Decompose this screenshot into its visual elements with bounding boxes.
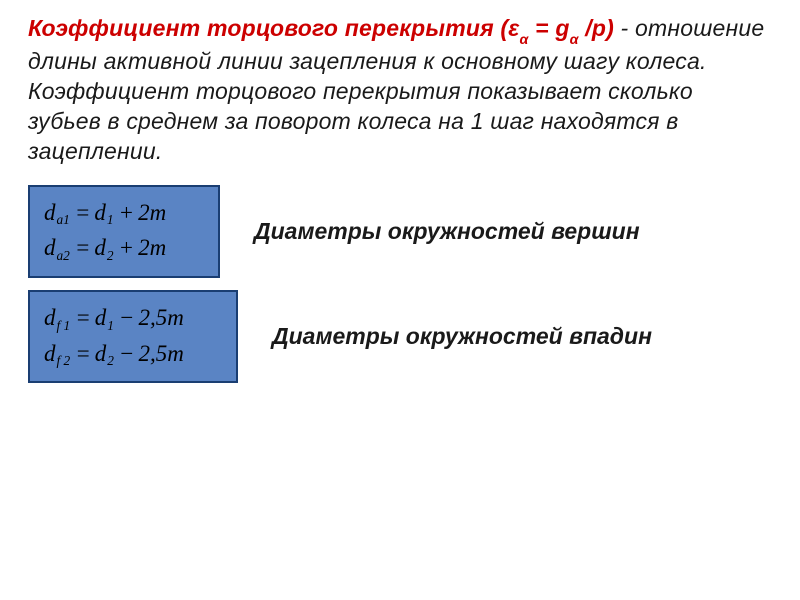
op-minus: − xyxy=(115,341,139,366)
op-eq: = xyxy=(71,200,95,225)
tail-2m: 2m xyxy=(138,235,166,260)
alpha-sub-1: α xyxy=(520,32,529,48)
equals-g: = g xyxy=(529,15,570,41)
slide-content: Коэффициент торцового перекрытия (εα = g… xyxy=(0,0,800,600)
sym-d2: d xyxy=(95,305,107,330)
sym-d2: d xyxy=(94,200,106,225)
alpha-sub-2: α xyxy=(570,32,579,48)
tail-2m: 2m xyxy=(138,200,166,225)
op-eq: = xyxy=(71,305,95,330)
sym-d: d xyxy=(44,200,56,225)
tail-25m: 2,5m xyxy=(138,305,183,330)
sym-d: d xyxy=(44,235,56,260)
formula-df2: df 2=d2−2,5m xyxy=(44,336,222,372)
sub-2: 2 xyxy=(106,248,115,263)
sub-1: 1 xyxy=(106,318,115,333)
sub-f2: f 2 xyxy=(56,353,72,368)
sub-f1: f 1 xyxy=(56,318,72,333)
sub-a1: a1 xyxy=(56,212,71,227)
sub-1: 1 xyxy=(106,212,115,227)
formula-da2: da2=d2+2m xyxy=(44,230,204,266)
explanation-text: Коэффициент торцового перекрытия показыв… xyxy=(28,78,693,164)
formula-df1: df 1=d1−2,5m xyxy=(44,300,222,336)
sym-d: d xyxy=(44,341,56,366)
sym-d2: d xyxy=(94,235,106,260)
title-prefix: Коэффициент торцового перекрытия ( xyxy=(28,15,508,41)
tail-25m: 2,5m xyxy=(138,341,183,366)
formula-da1: da1=d1+2m xyxy=(44,195,204,231)
formula-box-vertices: da1=d1+2m da2=d2+2m xyxy=(28,185,220,278)
op-plus: + xyxy=(115,235,139,260)
op-eq: = xyxy=(71,235,95,260)
label-roots: Диаметры окружностей впадин xyxy=(272,323,652,350)
op-minus: − xyxy=(115,305,139,330)
op-plus: + xyxy=(115,200,139,225)
formula-group-vertices: da1=d1+2m da2=d2+2m Диаметры окружностей… xyxy=(28,185,772,278)
formula-group-roots: df 1=d1−2,5m df 2=d2−2,5m Диаметры окруж… xyxy=(28,290,772,383)
epsilon-symbol: ε xyxy=(508,15,519,41)
sym-d: d xyxy=(44,305,56,330)
title-formula: εα = gα /p) xyxy=(508,15,614,41)
heading-block: Коэффициент торцового перекрытия (εα = g… xyxy=(28,14,772,167)
sub-2: 2 xyxy=(106,353,115,368)
sub-a2: a2 xyxy=(56,248,71,263)
over-p: /p) xyxy=(579,15,614,41)
sym-d2: d xyxy=(95,341,107,366)
formula-box-roots: df 1=d1−2,5m df 2=d2−2,5m xyxy=(28,290,238,383)
label-vertices: Диаметры окружностей вершин xyxy=(254,218,640,245)
op-eq: = xyxy=(71,341,95,366)
